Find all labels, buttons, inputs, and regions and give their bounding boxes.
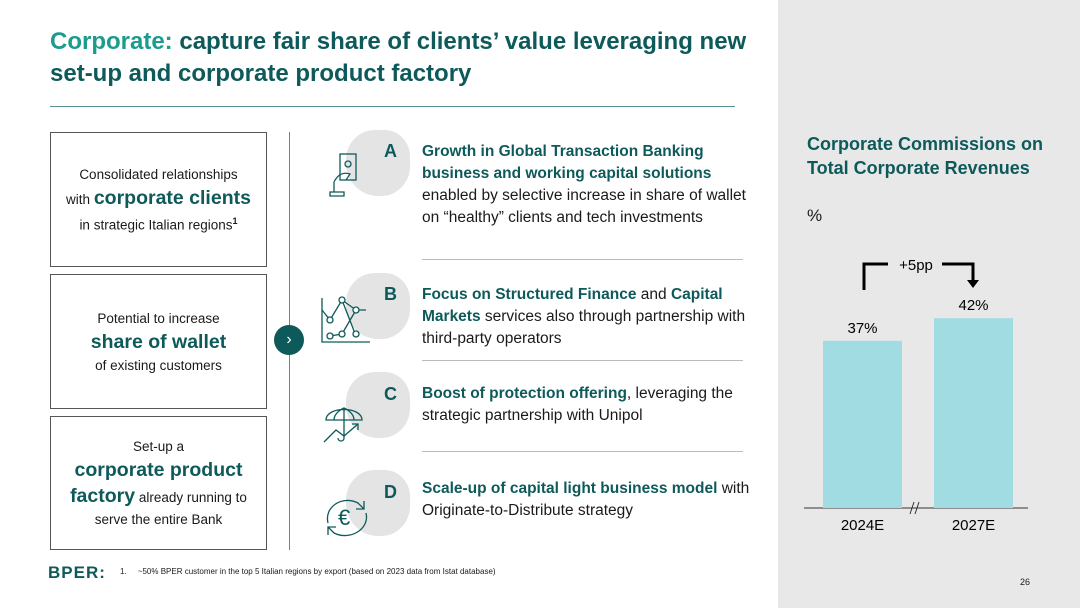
item-divider xyxy=(422,259,743,260)
box-share-of-wallet: Potential to increase share of wallet of… xyxy=(50,274,267,409)
chart-title: Corporate Commissions on Total Corporate… xyxy=(807,134,1044,178)
letter-badge-bg xyxy=(346,372,410,438)
bracket-right xyxy=(942,262,975,280)
page-number: 26 xyxy=(1020,577,1031,587)
letter-badge-bg xyxy=(346,273,410,339)
bper-logo: BPER: xyxy=(48,563,106,582)
axis-break-icon xyxy=(909,501,920,515)
item-a-text: Growth in Global Transaction Banking bus… xyxy=(422,143,746,226)
item-b-text: Focus on Structured Finance and Capital … xyxy=(422,286,746,347)
box-corporate-clients: Consolidated relationships with corporat… xyxy=(50,132,267,267)
bar-chart: 37% 2024E 42% 2027E +5pp xyxy=(804,257,1028,534)
chevron-right-icon: › xyxy=(274,325,304,355)
letter-b: B xyxy=(384,284,397,304)
letter-a: A xyxy=(384,141,397,161)
item-divider xyxy=(422,451,743,452)
title-divider xyxy=(50,106,735,107)
money-hand-icon xyxy=(329,153,357,197)
footnote: 1. ~50% BPER customer in the top 5 Itali… xyxy=(120,567,496,576)
bracket-left xyxy=(862,262,888,290)
bar-2024E xyxy=(823,340,902,508)
delta-annotation: +5pp xyxy=(899,257,933,274)
umbrella-icon xyxy=(323,407,363,443)
chart-unit: % xyxy=(807,206,823,225)
arrow-down-icon xyxy=(967,280,979,288)
letter-badge-bg xyxy=(346,130,410,196)
svg-text:€: € xyxy=(338,505,350,530)
euro-cycle-icon: € xyxy=(326,499,368,537)
data-label: 42% xyxy=(958,297,988,314)
x-tick-label: 2024E xyxy=(841,517,884,534)
letter-c: C xyxy=(384,384,397,404)
box-product-factory: Set-up a corporate product factory alrea… xyxy=(50,416,267,550)
line-chart-icon xyxy=(321,296,370,343)
data-label: 37% xyxy=(847,320,877,337)
item-d-text: Scale-up of capital light business model… xyxy=(422,480,750,519)
page-title: Corporate: capture fair share of clients… xyxy=(50,28,747,87)
bar-2027E xyxy=(934,318,1013,508)
item-c-text: Boost of protection offering, leveraging… xyxy=(422,385,733,424)
item-divider xyxy=(422,360,743,361)
letter-d: D xyxy=(384,482,397,502)
x-tick-label: 2027E xyxy=(952,517,995,534)
